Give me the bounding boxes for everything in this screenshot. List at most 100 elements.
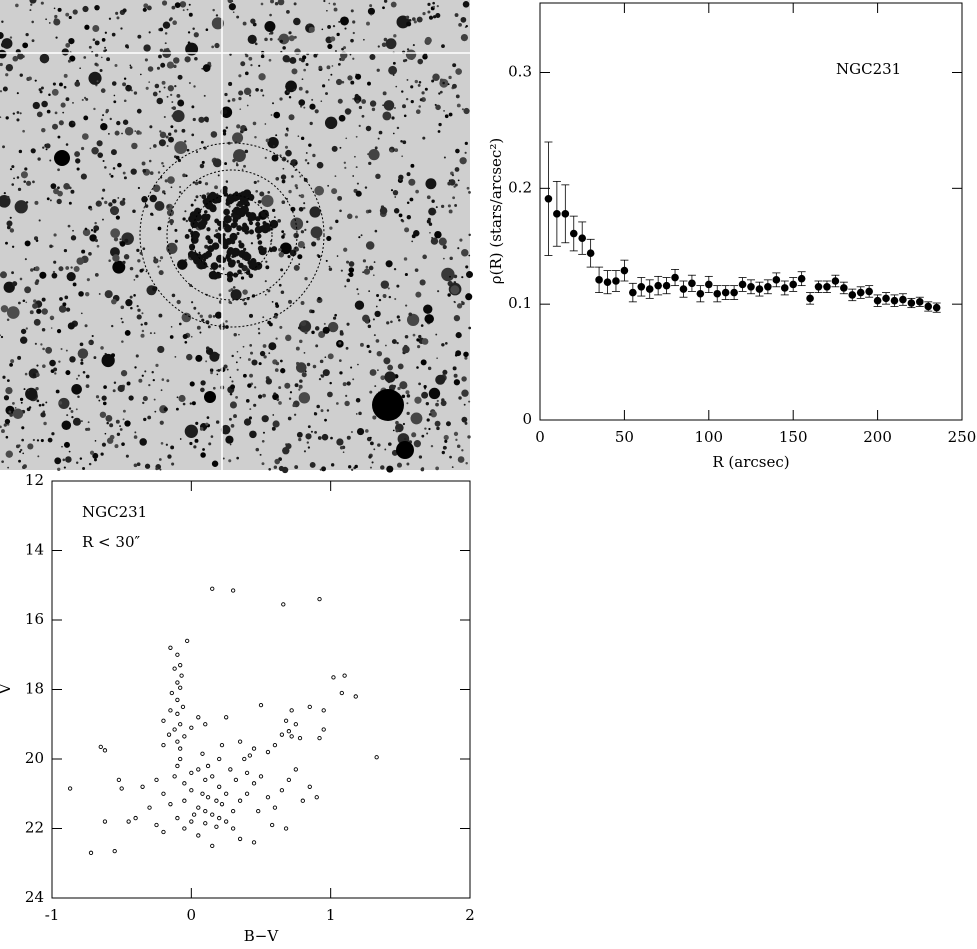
star	[124, 330, 131, 336]
data-point	[161, 829, 166, 835]
star	[269, 13, 272, 17]
data-point	[899, 295, 907, 304]
star	[23, 180, 27, 183]
star	[260, 209, 269, 218]
star	[378, 298, 382, 302]
star	[308, 26, 315, 33]
star	[117, 197, 120, 199]
star	[405, 15, 410, 20]
star	[349, 53, 352, 56]
star	[10, 289, 13, 292]
star	[83, 96, 87, 99]
star	[67, 59, 71, 63]
star	[32, 373, 36, 377]
star	[275, 134, 278, 137]
star	[82, 228, 91, 237]
data-point	[932, 303, 941, 312]
star	[153, 332, 156, 334]
star	[179, 191, 182, 194]
star	[320, 100, 323, 103]
star	[80, 361, 84, 365]
star	[382, 104, 384, 107]
star	[249, 94, 252, 97]
star	[352, 175, 355, 177]
star	[250, 351, 254, 355]
star	[382, 91, 387, 96]
star	[236, 368, 239, 371]
star	[402, 345, 410, 354]
star	[406, 78, 409, 81]
star	[61, 445, 63, 448]
star	[108, 17, 112, 20]
star	[94, 458, 97, 462]
star	[32, 180, 35, 184]
star	[147, 415, 152, 420]
star	[94, 221, 97, 225]
star	[43, 421, 47, 426]
star	[134, 130, 137, 132]
star	[85, 374, 90, 379]
star	[201, 67, 204, 70]
star	[461, 449, 464, 452]
star	[371, 461, 374, 464]
star	[405, 49, 417, 60]
star	[280, 359, 283, 363]
star	[94, 440, 97, 442]
star	[66, 414, 69, 417]
star	[346, 278, 351, 283]
data-point	[286, 777, 292, 782]
star	[376, 294, 380, 298]
star	[40, 412, 46, 418]
star	[430, 410, 437, 418]
star	[39, 53, 50, 64]
star	[435, 466, 439, 471]
star	[206, 194, 215, 203]
star	[212, 386, 216, 390]
star	[91, 334, 94, 338]
star	[356, 182, 359, 185]
star	[258, 362, 262, 366]
star	[56, 198, 62, 205]
star	[284, 145, 288, 149]
star	[412, 333, 416, 337]
star	[316, 404, 320, 409]
star	[136, 462, 141, 467]
star	[409, 197, 414, 202]
data-point	[203, 821, 208, 826]
star	[338, 341, 342, 345]
star	[131, 142, 138, 150]
data-point	[595, 276, 603, 284]
star	[346, 322, 350, 326]
star	[135, 274, 139, 278]
star	[147, 66, 154, 72]
star	[428, 387, 441, 400]
star	[350, 9, 354, 13]
star	[84, 24, 90, 30]
star	[203, 94, 206, 97]
data-point	[272, 805, 278, 810]
star	[112, 254, 120, 262]
star	[279, 97, 283, 101]
star	[363, 38, 365, 41]
star	[19, 397, 24, 401]
star	[190, 203, 194, 207]
star	[256, 233, 262, 239]
star	[396, 284, 400, 288]
data-point	[286, 729, 292, 734]
star	[375, 305, 378, 308]
x-tick-label: 250	[948, 428, 977, 446]
star	[265, 378, 273, 385]
star	[247, 383, 252, 388]
star	[354, 155, 356, 158]
star	[326, 235, 332, 242]
star	[226, 368, 229, 371]
star	[189, 381, 195, 387]
star	[89, 450, 95, 455]
star	[76, 377, 78, 380]
star	[134, 366, 137, 369]
star	[306, 362, 311, 367]
star	[184, 140, 187, 143]
x-tick-label: 1	[326, 906, 336, 924]
star	[396, 126, 400, 130]
star	[295, 346, 300, 351]
